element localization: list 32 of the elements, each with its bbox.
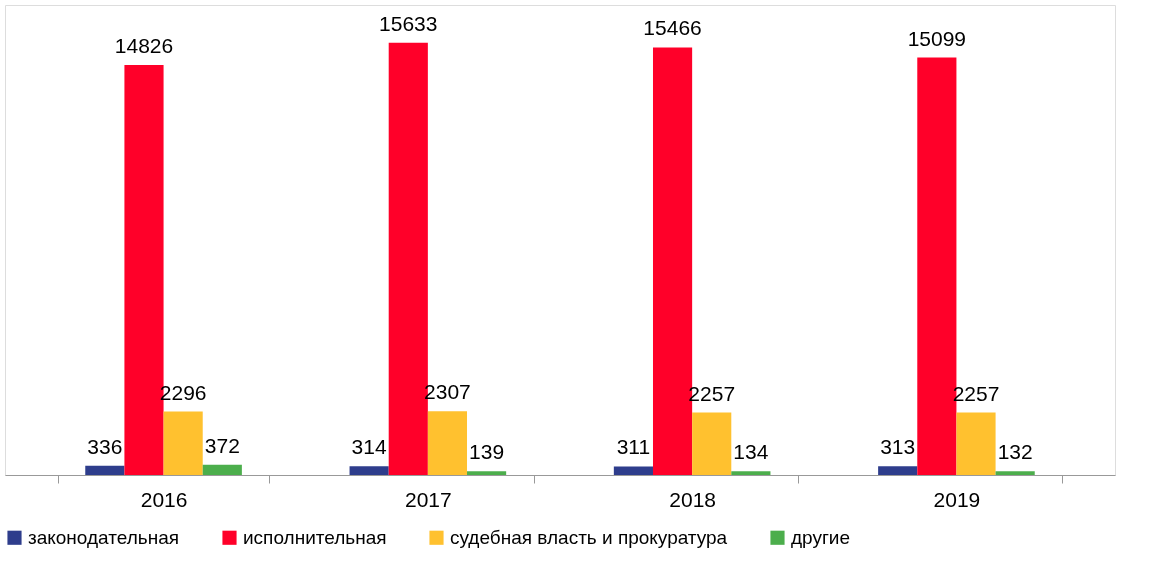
legend-label: исполнительная [243,526,387,548]
bar [467,471,507,475]
legend-label: судебная власть и прокуратура [450,526,728,548]
bar [692,412,732,475]
data-label: 132 [997,440,1033,464]
data-label: 313 [880,435,916,459]
bar [85,465,125,475]
data-label: 14826 [114,34,174,58]
x-tick-label: 2017 [405,487,452,511]
x-tick-label: 2019 [933,487,981,511]
bar [163,411,203,475]
data-label: 372 [204,433,240,457]
data-label: 134 [733,440,769,464]
x-tick-label: 2016 [140,487,188,511]
bar [202,464,242,475]
data-label: 15466 [643,16,702,40]
x-tick-label: 2018 [669,487,716,511]
legend-label: другие [791,526,851,548]
data-label: 311 [616,435,651,459]
bar [613,466,653,475]
bar [995,471,1035,475]
data-label: 336 [87,434,123,458]
bar [731,471,771,475]
bar [349,466,389,475]
legend-label: законодательная [28,526,180,548]
bar [878,466,918,475]
data-label: 15099 [907,26,967,50]
data-label: 314 [351,435,387,459]
data-label: 139 [469,440,505,464]
bar [427,411,468,475]
data-label: 15633 [379,11,438,35]
bar [956,412,996,475]
